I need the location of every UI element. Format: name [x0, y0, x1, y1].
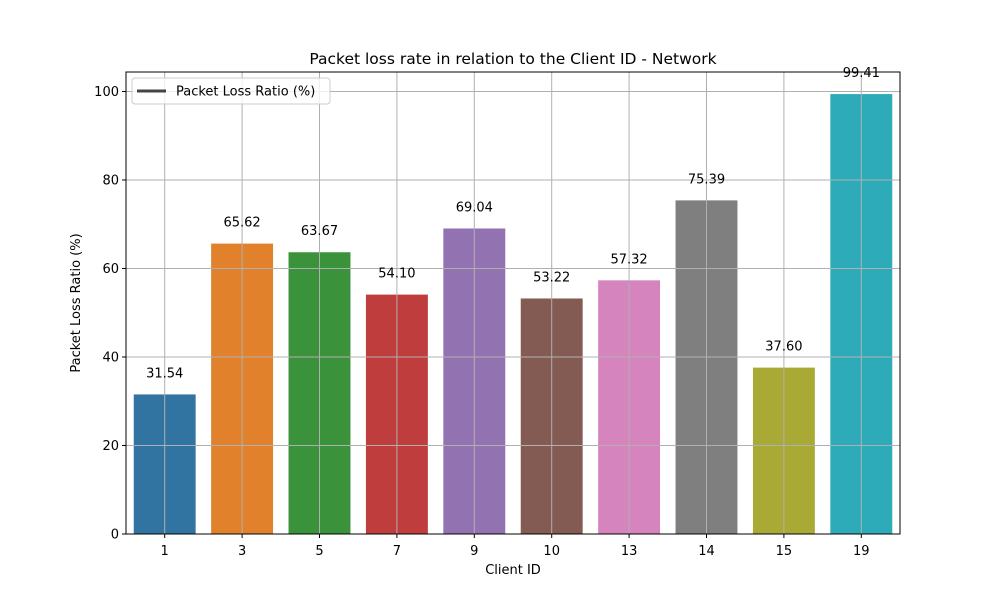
data-label: 75.39: [688, 172, 725, 187]
data-label: 54.10: [378, 267, 415, 282]
y-tick-label: 0: [111, 528, 119, 543]
x-tick-label: 15: [776, 544, 793, 559]
data-label: 31.54: [146, 366, 183, 381]
data-labels: 31.54 65.62 63.67 54.10 69.04 53.22 57.32 75.39…: [146, 66, 880, 381]
y-tick-label: 80: [102, 173, 119, 188]
x-axis: 1 3 5 7 9 10 13 14 15 19: [161, 534, 870, 559]
x-axis-label: Client ID: [485, 563, 541, 578]
legend-label: Packet Loss Ratio (%): [176, 85, 315, 100]
y-axis: 0 20 40 60 80 100: [94, 85, 126, 543]
x-tick-label: 1: [161, 544, 169, 559]
data-label: 99.41: [843, 66, 880, 81]
chart-title: Packet loss rate in relation to the Clie…: [309, 50, 716, 68]
grid: [126, 72, 900, 535]
data-label: 65.62: [223, 216, 260, 231]
bars: [133, 94, 893, 535]
x-tick-label: 5: [315, 544, 323, 559]
x-tick-label: 19: [853, 544, 870, 559]
legend-box: [131, 77, 331, 105]
data-label: 57.32: [610, 252, 647, 267]
x-tick-label: 7: [393, 544, 401, 559]
legend: Packet Loss Ratio (%): [131, 77, 331, 105]
x-tick-label: 9: [470, 544, 478, 559]
y-tick-label: 60: [102, 262, 119, 277]
data-label: 63.67: [301, 224, 338, 239]
x-tick-label: 13: [621, 544, 638, 559]
x-tick-label: 14: [698, 544, 715, 559]
y-tick-label: 20: [102, 439, 119, 454]
data-label: 37.60: [765, 340, 802, 355]
y-tick-label: 100: [94, 85, 119, 100]
data-label: 69.04: [456, 200, 493, 215]
data-label: 53.22: [533, 270, 570, 285]
x-tick-label: 3: [238, 544, 246, 559]
y-axis-label: Packet Loss Ratio (%): [69, 233, 84, 372]
plot-frame: [125, 71, 901, 535]
y-tick-label: 40: [102, 350, 119, 365]
x-tick-label: 10: [543, 544, 560, 559]
